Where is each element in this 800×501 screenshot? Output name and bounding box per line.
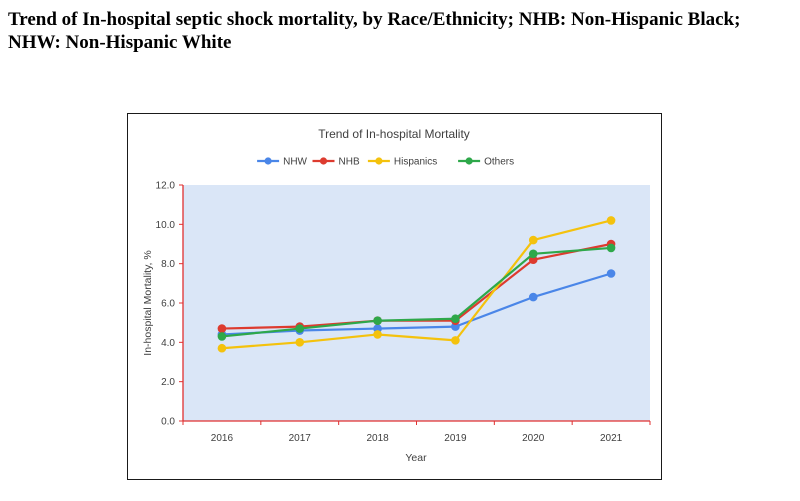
x-axis-label: Year [405, 452, 427, 464]
data-point [606, 269, 616, 278]
data-point [528, 292, 538, 302]
x-tick-label: 2021 [600, 433, 623, 444]
legend-item-hispanics: Hispanics [367, 157, 437, 168]
data-point [528, 249, 538, 259]
y-tick-label: 4.0 [161, 338, 175, 349]
plot-area [183, 185, 650, 421]
series-hispanics [217, 216, 616, 353]
series-line [221, 246, 612, 338]
series-nhw [217, 269, 616, 339]
legend-label: NHW [283, 157, 307, 168]
legend-swatch-marker [465, 157, 473, 165]
data-point [217, 324, 227, 333]
data-point [373, 330, 382, 339]
legend-item-nhw: NHW [257, 157, 308, 168]
x-tick-label: 2019 [444, 433, 467, 444]
legend-label: NHB [339, 157, 360, 168]
y-tick-label: 2.0 [161, 377, 175, 388]
data-point [295, 338, 305, 347]
data-point [606, 243, 616, 253]
legend-swatch-marker [375, 157, 383, 165]
y-tick-label: 12.0 [156, 181, 176, 192]
chart-title: Trend of In-hospital Mortality [318, 127, 470, 141]
legend-swatch-marker [319, 157, 328, 165]
y-axis-label: In-hospital Mortality, % [142, 250, 154, 355]
x-tick-label: 2016 [211, 433, 234, 444]
y-tick-label: 6.0 [161, 299, 175, 310]
data-point [217, 332, 227, 341]
series-others [217, 243, 616, 341]
series-line [221, 219, 612, 350]
y-tick-label: 10.0 [156, 220, 176, 231]
data-point [373, 316, 382, 326]
series-line [221, 272, 612, 336]
data-point [528, 255, 538, 265]
series-layer [217, 216, 616, 353]
data-point [451, 314, 460, 324]
legend-label: Others [484, 157, 514, 168]
data-point [606, 216, 616, 225]
x-tick-label: 2020 [522, 433, 545, 444]
chart-legend: NHW NHB Hispanics Others [257, 157, 514, 168]
x-tick-label: 2017 [289, 433, 312, 444]
data-point [528, 235, 538, 245]
legend-label: Hispanics [394, 157, 437, 168]
legend-item-nhb: NHB [312, 157, 360, 168]
y-tick-label: 0.0 [161, 417, 175, 428]
data-point [295, 324, 305, 333]
axes: 0.0 2.0 4.0 6.0 8.0 10.0 12.0 2016 2017 2018 2019 2… [156, 181, 651, 444]
data-point [451, 322, 460, 331]
x-tick-label: 2018 [366, 433, 389, 444]
data-point [451, 336, 460, 345]
y-tick-label: 8.0 [161, 259, 175, 270]
data-point [373, 324, 382, 333]
legend-swatch-marker [264, 157, 272, 165]
data-point [217, 343, 227, 353]
legend-item-others: Others [458, 157, 514, 168]
figure-caption: Trend of In-hospital septic shock mortal… [8, 9, 741, 53]
